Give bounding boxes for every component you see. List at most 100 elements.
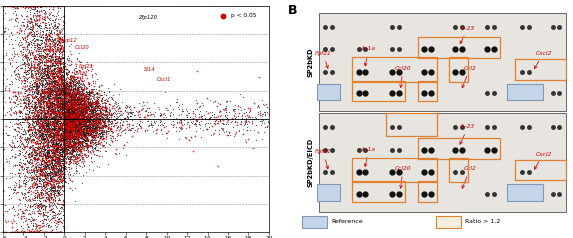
Point — [87, 99, 96, 103]
Point — [60, 167, 69, 170]
Point — [55, 167, 64, 171]
Point — [44, 38, 53, 41]
Point — [8, 4, 17, 8]
Point — [49, 75, 58, 79]
Point — [58, 94, 68, 98]
Point — [29, 168, 38, 171]
Point — [18, 47, 27, 50]
Point — [69, 121, 79, 125]
Point — [40, 158, 49, 162]
Point — [92, 108, 101, 112]
Point — [35, 172, 44, 176]
Point — [56, 77, 65, 81]
Point — [44, 96, 53, 100]
Point — [9, 4, 18, 8]
Point — [44, 66, 53, 70]
Point — [68, 116, 77, 119]
Point — [32, 118, 41, 122]
Point — [86, 118, 95, 122]
Point — [61, 156, 70, 159]
Point — [78, 119, 87, 123]
Point — [68, 121, 77, 125]
Point — [70, 82, 80, 86]
Point — [36, 177, 45, 181]
Point — [70, 126, 79, 130]
Point — [46, 87, 55, 91]
Point — [65, 142, 74, 145]
Point — [61, 109, 70, 113]
Point — [61, 132, 70, 136]
Point — [66, 122, 75, 126]
Point — [77, 153, 87, 157]
Point — [60, 120, 69, 124]
Point — [69, 93, 78, 97]
Point — [74, 97, 84, 101]
Point — [101, 117, 111, 120]
Text: Cxcl2: Cxcl2 — [535, 152, 552, 169]
Point — [32, 69, 41, 72]
Point — [42, 156, 51, 160]
Point — [72, 110, 81, 114]
Point — [62, 112, 71, 116]
Point — [41, 90, 50, 94]
Point — [64, 93, 73, 97]
Point — [54, 155, 64, 159]
Point — [39, 147, 48, 151]
Point — [58, 135, 67, 139]
Point — [10, 188, 19, 192]
Point — [54, 71, 64, 75]
Point — [80, 140, 89, 144]
Point — [85, 115, 95, 119]
Point — [92, 113, 101, 117]
Point — [73, 137, 82, 141]
Point — [38, 224, 47, 228]
Point — [70, 112, 80, 116]
Point — [45, 143, 54, 147]
Point — [44, 144, 53, 148]
Point — [54, 217, 63, 220]
Point — [87, 88, 96, 92]
Point — [70, 86, 79, 90]
Point — [65, 126, 74, 130]
Point — [45, 103, 54, 107]
Point — [114, 151, 123, 155]
Point — [37, 230, 46, 234]
Point — [14, 129, 23, 133]
Point — [56, 132, 65, 136]
Point — [69, 88, 78, 92]
Point — [84, 115, 93, 119]
Point — [52, 145, 61, 149]
Point — [58, 78, 67, 82]
Point — [22, 113, 32, 116]
Point — [66, 115, 75, 119]
Point — [42, 129, 52, 133]
Point — [45, 152, 54, 156]
Point — [60, 85, 69, 89]
Point — [64, 98, 73, 102]
Point — [69, 87, 78, 90]
Point — [26, 71, 36, 74]
Point — [72, 91, 81, 95]
Point — [124, 124, 134, 128]
Point — [51, 78, 60, 82]
Point — [29, 209, 38, 213]
Point — [58, 100, 67, 104]
Point — [34, 10, 44, 14]
Point — [46, 91, 55, 95]
Point — [95, 154, 104, 158]
Point — [42, 90, 52, 94]
Point — [42, 89, 52, 93]
Point — [58, 45, 68, 49]
Point — [32, 177, 41, 180]
Point — [67, 92, 76, 96]
Point — [51, 134, 60, 137]
Point — [42, 149, 52, 153]
Point — [56, 161, 65, 165]
Point — [68, 109, 77, 113]
Point — [96, 113, 105, 117]
Point — [67, 94, 76, 98]
Point — [70, 119, 80, 122]
Point — [45, 94, 54, 98]
Point — [87, 91, 96, 95]
Point — [32, 65, 41, 69]
